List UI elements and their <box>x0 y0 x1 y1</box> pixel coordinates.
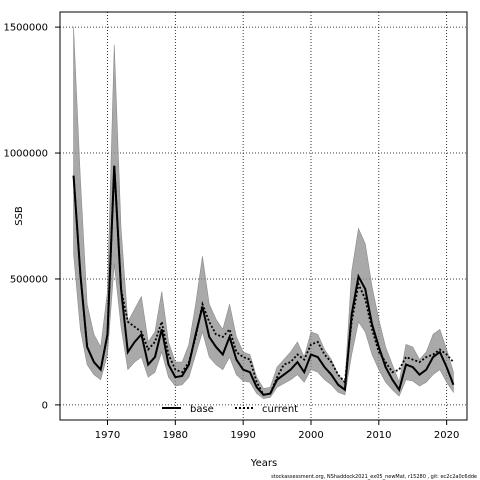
y-tick-label-1000000: 1000000 <box>3 149 48 160</box>
series-lines <box>72 165 455 396</box>
x-axis-title: Years <box>250 458 277 469</box>
y-tick-label-500000: 500000 <box>10 274 48 285</box>
x-tick-label-2010: 2010 <box>366 430 391 441</box>
legend: base current <box>162 404 298 415</box>
plot-frame <box>59 11 468 421</box>
footnote: stockassessment.org, NShaddock2021_ex05_… <box>271 474 477 480</box>
x-tick-label-1990: 1990 <box>230 430 255 441</box>
band-base <box>73 27 454 399</box>
x-tick-label-2020: 2020 <box>434 430 459 441</box>
x-tick-label-1980: 1980 <box>163 430 188 441</box>
x-axis: 1970 1980 1990 2000 2010 2020 <box>95 420 459 441</box>
line-current <box>72 165 455 396</box>
legend-label-base: base <box>190 404 214 415</box>
y-axis: 0 500000 1000000 1500000 <box>3 23 60 411</box>
confidence-bands <box>73 27 454 399</box>
legend-label-current: current <box>262 404 298 415</box>
x-tick-label-2000: 2000 <box>298 430 323 441</box>
x-tick-label-1970: 1970 <box>95 430 120 441</box>
y-tick-label-0: 0 <box>42 400 48 411</box>
y-axis-title: SSB <box>14 206 25 226</box>
y-tick-label-1500000: 1500000 <box>3 23 48 34</box>
